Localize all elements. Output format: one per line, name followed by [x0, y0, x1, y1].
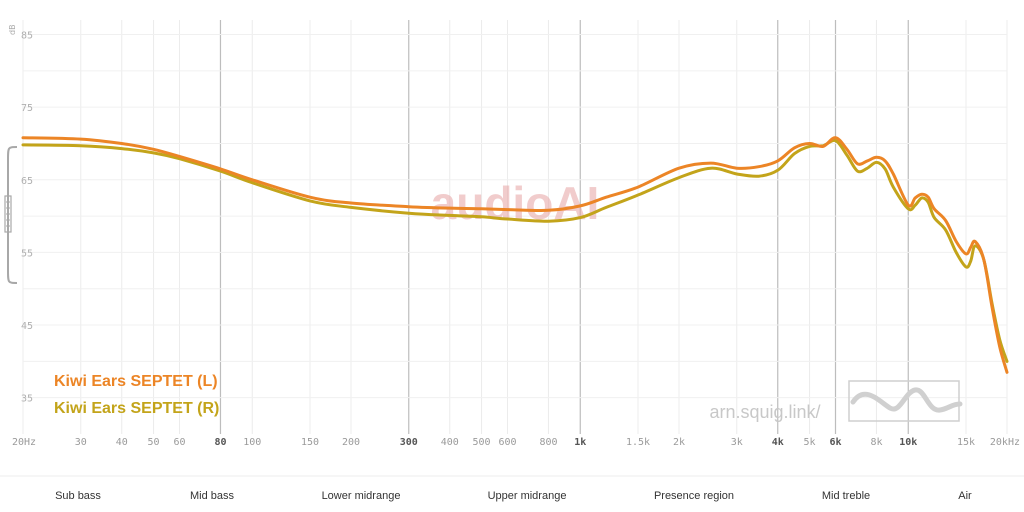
x-tick-label: 5k: [804, 437, 816, 448]
x-tick-label: 6k: [829, 437, 841, 448]
x-tick-label: 150: [301, 437, 319, 448]
x-tick-label: 3k: [731, 437, 743, 448]
x-tick-label: 200: [342, 437, 360, 448]
y-tick-label: 55: [21, 248, 33, 259]
x-tick-label: 1k: [574, 437, 586, 448]
y-axis-label: dB: [8, 24, 17, 35]
y-tick-label: 75: [21, 103, 33, 114]
x-tick-label: 600: [498, 437, 516, 448]
y-tick-label: 85: [21, 31, 33, 42]
squiglink-logo: [848, 380, 963, 422]
band-label: Sub bass: [55, 490, 101, 502]
x-tick-label: 40: [116, 437, 128, 448]
y-tick-label: 35: [21, 394, 33, 405]
band-label: Presence region: [654, 490, 734, 502]
x-tick-label: 100: [243, 437, 261, 448]
legend-entry-0[interactable]: Kiwi Ears SEPTET (L): [54, 373, 218, 390]
x-tick-label: 60: [173, 437, 185, 448]
legend: Kiwi Ears SEPTET (L) Kiwi Ears SEPTET (R): [54, 373, 219, 417]
x-tick-label: 20Hz: [12, 437, 36, 448]
band-label: Air: [958, 490, 972, 502]
y-axis-ticks: 85 75 65 55 45 35: [21, 31, 33, 405]
x-tick-label: 10k: [899, 437, 917, 448]
band-labels: Sub bass Mid bass Lower midrange Upper midr…: [55, 490, 972, 502]
band-label: Mid bass: [190, 490, 235, 502]
x-axis-ticks: 20Hz 30 40 50 60 80 100 150 200 300 400 500 600 800 1k…: [12, 437, 1020, 448]
x-tick-label: 4k: [772, 437, 784, 448]
watermark-text: audioAI: [431, 177, 600, 229]
band-label: Mid treble: [822, 490, 870, 502]
x-tick-label: 500: [472, 437, 490, 448]
x-tick-label: 300: [400, 437, 418, 448]
x-tick-label: 20kHz: [990, 437, 1020, 448]
series-line-1: [21, 138, 1009, 363]
series-line-0: [21, 136, 1009, 374]
y-tick-label: 45: [21, 321, 33, 332]
x-tick-label: 1.5k: [626, 437, 650, 448]
level-adjust-handle[interactable]: [4, 146, 18, 284]
band-label: Upper midrange: [488, 490, 567, 502]
y-tick-label: 65: [21, 176, 33, 187]
x-tick-label: 50: [148, 437, 160, 448]
band-label: Lower midrange: [322, 490, 401, 502]
x-tick-label: 2k: [673, 437, 685, 448]
series-layer: [21, 136, 1009, 374]
x-tick-label: 15k: [957, 437, 975, 448]
credit-text: arn.squig.link/: [709, 402, 820, 422]
x-tick-label: 30: [75, 437, 87, 448]
grid: [22, 20, 1008, 434]
legend-entry-1[interactable]: Kiwi Ears SEPTET (R): [54, 400, 219, 417]
x-tick-label: 400: [441, 437, 459, 448]
x-tick-label: 8k: [870, 437, 882, 448]
x-tick-label: 800: [539, 437, 557, 448]
x-tick-label: 80: [214, 437, 226, 448]
